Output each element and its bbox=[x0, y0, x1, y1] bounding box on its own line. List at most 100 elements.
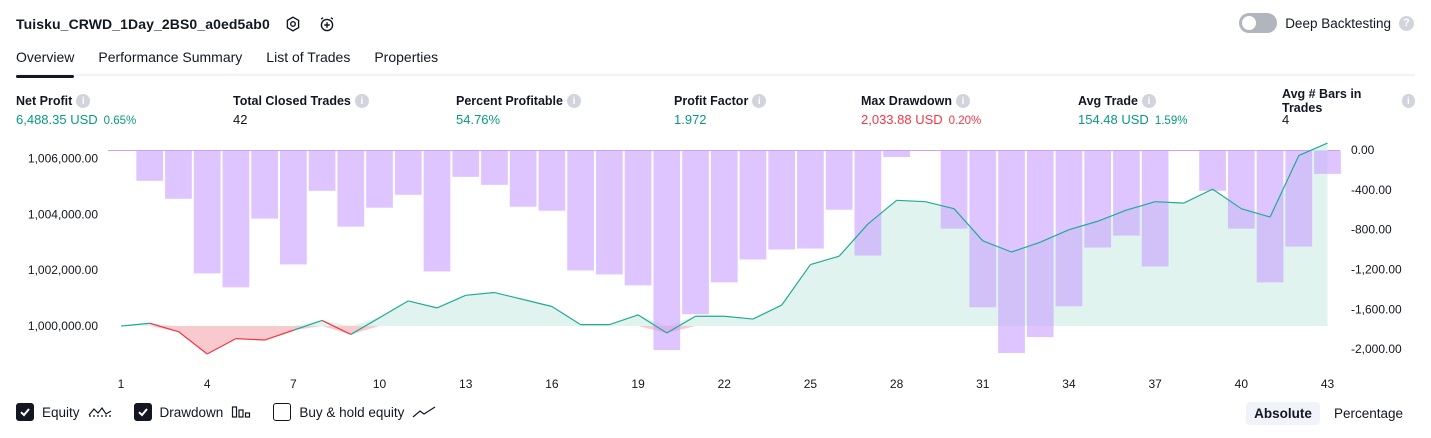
x-axis-tick: 43 bbox=[1321, 377, 1335, 391]
drawdown-bar bbox=[481, 151, 508, 185]
x-axis-tick: 13 bbox=[459, 377, 473, 391]
metric-label: Total Closed Trades bbox=[233, 94, 351, 108]
drawdown-bar bbox=[222, 151, 250, 288]
tab-properties[interactable]: Properties bbox=[374, 49, 439, 65]
strategy-header: Tuisku_CRWD_1Day_2BS0_a0ed5ab0 bbox=[16, 12, 338, 36]
metric-avg-bars: Avg # Bars in Trades i 4 bbox=[1282, 87, 1415, 127]
drawdown-bar bbox=[1314, 151, 1341, 174]
drawdown-bar bbox=[1055, 151, 1083, 307]
drawdown-bar bbox=[653, 151, 681, 351]
equity-line-segment bbox=[1269, 155, 1300, 218]
help-icon[interactable]: ? bbox=[1399, 15, 1414, 31]
legend-drawdown-label: Drawdown bbox=[159, 404, 224, 420]
right-axis-tick: -400.00 bbox=[1351, 183, 1392, 197]
drawdown-bar bbox=[883, 151, 910, 157]
metric-label: Max Drawdown bbox=[861, 94, 952, 108]
legend-equity[interactable]: Equity bbox=[16, 403, 112, 421]
tab-overview[interactable]: Overview bbox=[16, 44, 75, 78]
metric-label: Percent Profitable bbox=[456, 94, 563, 108]
info-icon[interactable]: i bbox=[1141, 94, 1156, 108]
drawdown-checkbox[interactable] bbox=[133, 403, 152, 421]
legend-equity-label: Equity bbox=[42, 404, 80, 420]
equity-line-segment bbox=[120, 322, 150, 327]
metric-value: 6,488.35 USD bbox=[16, 112, 98, 127]
metric-percent: 0.20% bbox=[948, 115, 982, 127]
info-icon[interactable]: i bbox=[752, 94, 767, 108]
metric-label: Net Profit bbox=[16, 94, 73, 108]
equity-line-segment bbox=[408, 300, 438, 309]
info-icon[interactable]: i bbox=[956, 94, 970, 108]
deep-backtesting-toggle[interactable] bbox=[1239, 13, 1278, 33]
absolute-mode-button[interactable]: Absolute bbox=[1246, 402, 1320, 425]
equity-drawdown-chart[interactable]: 1,006,000.00 1,004,000.00 1,002,000.00 1,00… bbox=[0, 140, 1431, 396]
drawdown-bar bbox=[1026, 151, 1054, 338]
drawdown-bar bbox=[797, 151, 824, 249]
equity-line-segment bbox=[637, 314, 668, 334]
equity-line-segment bbox=[149, 322, 179, 333]
drawdown-bar bbox=[567, 151, 594, 271]
metric-value: 42 bbox=[233, 112, 248, 127]
equity-line-segment bbox=[1011, 241, 1041, 253]
x-axis-tick: 22 bbox=[718, 377, 732, 391]
metric-net-profit: Net Profit i 6,488.35 USD 0.65% bbox=[16, 93, 136, 127]
right-axis-tick: -800.00 bbox=[1351, 223, 1392, 237]
right-axis-tick: 0.00 bbox=[1351, 143, 1375, 157]
equity-line-segment bbox=[293, 319, 323, 331]
legend-drawdown[interactable]: Drawdown bbox=[133, 403, 252, 421]
left-axis-tick: 1,002,000.00 bbox=[28, 263, 98, 277]
equity-line-segment bbox=[1068, 220, 1098, 231]
settings-icon[interactable] bbox=[282, 13, 304, 35]
percentage-mode-button[interactable]: Percentage bbox=[1333, 406, 1403, 421]
tab-performance-summary[interactable]: Performance Summary bbox=[98, 49, 243, 65]
equity-line-segment bbox=[465, 291, 495, 296]
equity-line-segment bbox=[781, 264, 811, 306]
equity-line-segment bbox=[1155, 201, 1184, 204]
drawdown-bar bbox=[710, 151, 738, 283]
drawdown-bar bbox=[1084, 151, 1112, 248]
metric-percent: 1.59% bbox=[1154, 115, 1188, 127]
info-icon[interactable]: i bbox=[566, 94, 581, 108]
drawdown-bar bbox=[682, 151, 709, 315]
drawdown-bar bbox=[366, 151, 393, 208]
drawdown-bar bbox=[538, 151, 566, 211]
view-mode-switch: Absolute Percentage bbox=[1246, 402, 1411, 425]
equity-line-segment bbox=[896, 199, 926, 203]
metric-label: Avg Trade bbox=[1078, 94, 1138, 108]
equity-line-segment bbox=[235, 338, 265, 341]
equity-line-segment bbox=[178, 331, 208, 355]
metric-percent: 0.65% bbox=[103, 115, 137, 127]
metric-value: 154.48 USD bbox=[1078, 112, 1149, 127]
info-icon[interactable]: i bbox=[354, 94, 369, 108]
metric-label: Profit Factor bbox=[674, 94, 749, 108]
equity-line-segment bbox=[1039, 229, 1070, 243]
info-icon[interactable]: i bbox=[1401, 94, 1415, 108]
x-axis-tick: 1 bbox=[118, 377, 125, 391]
drawdown-bar bbox=[1113, 151, 1140, 236]
report-tabs: Overview Performance Summary List of Tra… bbox=[16, 44, 1415, 78]
equity-line-segment bbox=[752, 304, 782, 320]
equity-line-segment bbox=[1241, 208, 1271, 218]
info-icon[interactable]: i bbox=[76, 94, 91, 108]
equity-line-segment bbox=[925, 201, 955, 210]
drawdown-bar bbox=[308, 151, 336, 191]
buy-hold-line-icon bbox=[412, 405, 436, 419]
legend-buy-hold[interactable]: Buy & hold equity bbox=[273, 403, 436, 421]
equity-line-segment bbox=[810, 255, 840, 266]
equity-line-segment bbox=[838, 223, 869, 257]
drawdown-bar bbox=[423, 151, 451, 272]
right-axis-tick: -2,000.00 bbox=[1351, 342, 1402, 356]
equity-line-segment bbox=[1212, 188, 1242, 210]
drawdown-bar bbox=[1199, 151, 1226, 191]
equity-line-segment bbox=[321, 319, 352, 335]
tab-list-of-trades[interactable]: List of Trades bbox=[266, 49, 351, 65]
deep-backtesting-label: Deep Backtesting bbox=[1285, 15, 1391, 31]
drawdown-bar bbox=[394, 151, 422, 195]
chart-legend: Equity Drawdown Buy & hold equity bbox=[16, 403, 436, 421]
buy-hold-checkbox[interactable] bbox=[273, 403, 292, 421]
equity-line-segment bbox=[436, 294, 466, 309]
equity-checkbox[interactable] bbox=[16, 403, 34, 421]
left-axis-tick: 1,006,000.00 bbox=[28, 151, 98, 165]
alert-add-icon[interactable] bbox=[316, 13, 338, 35]
x-axis-tick: 31 bbox=[976, 377, 990, 391]
drawdown-bar bbox=[1227, 151, 1255, 229]
